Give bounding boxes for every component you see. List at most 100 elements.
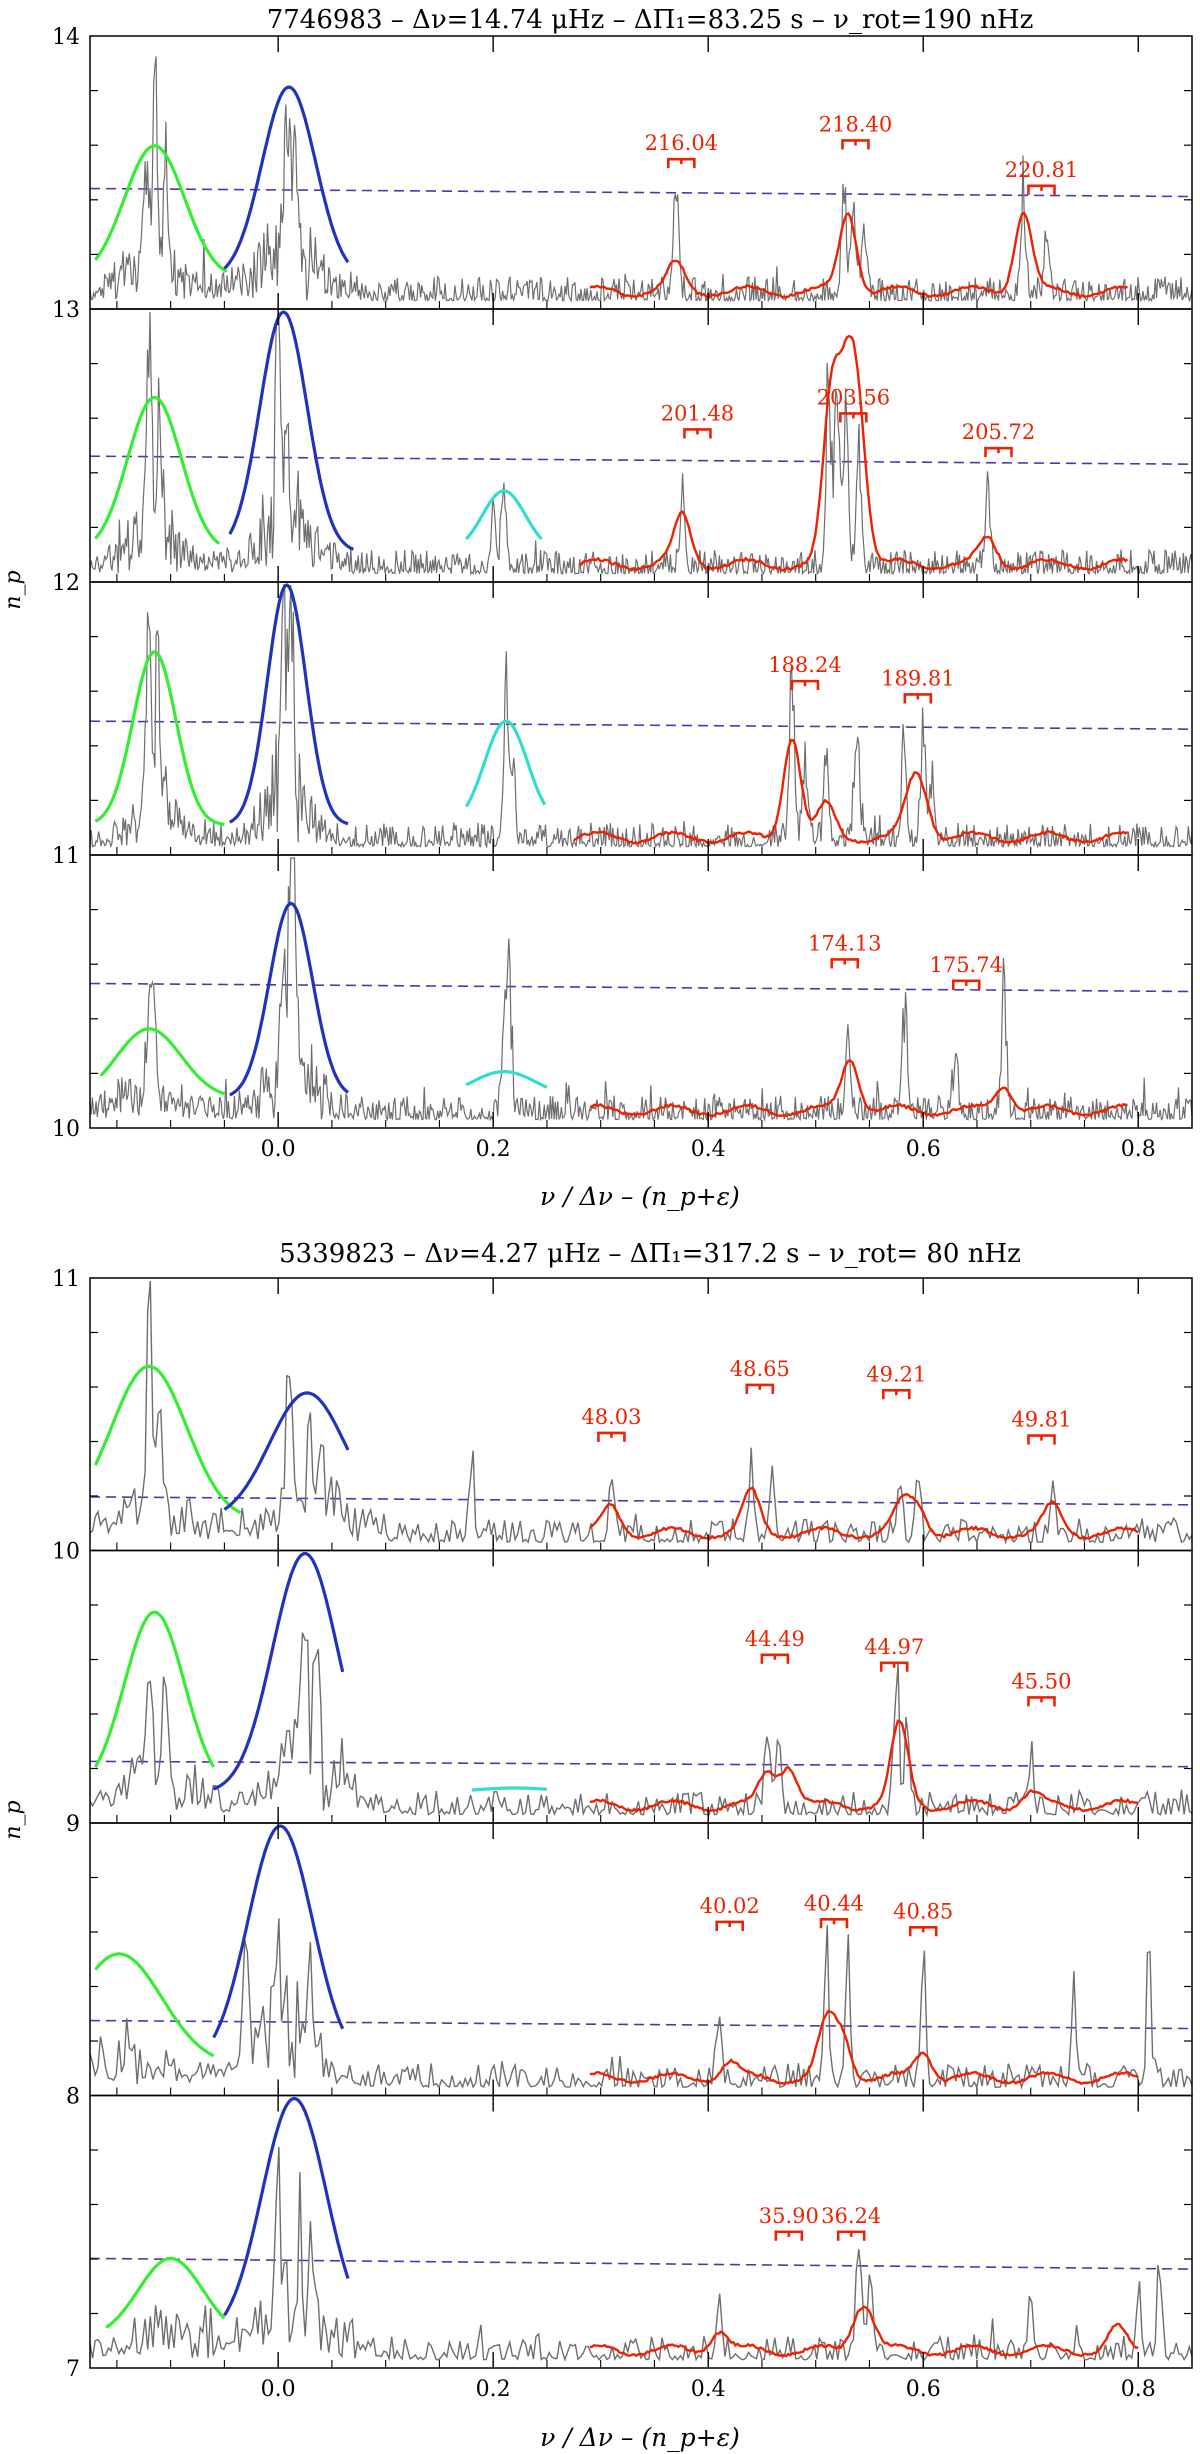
period-label: 188.24	[768, 653, 841, 677]
period-label: 48.65	[730, 1357, 790, 1381]
period-label: 40.02	[700, 1894, 760, 1918]
period-bracket	[790, 679, 820, 691]
period-label: 40.85	[893, 1899, 953, 1923]
threshold-line	[89, 720, 1193, 730]
l2-mode-fit	[94, 1952, 215, 2058]
strip-frame	[89, 581, 1193, 856]
l2-mode-fit	[94, 395, 221, 545]
period-bracket	[745, 1383, 775, 1394]
y-tick-label: 9	[66, 1812, 80, 1837]
l0-mode-fit	[228, 583, 349, 826]
l2-mode-fit	[99, 1027, 225, 1096]
strip-np-12: 201.48 203.56 205.72	[89, 308, 1193, 583]
period-label: 35.90	[759, 2204, 819, 2228]
l3-mode-fit	[465, 1070, 548, 1089]
period-bracket	[951, 979, 981, 990]
x-tick-label: 0.8	[1121, 1137, 1156, 1162]
chart-title: 5339823 – Δν=4.27 μHz – ΔΠ₁=317.2 s – ν_…	[279, 1239, 1021, 1269]
period-bracket	[1027, 1696, 1056, 1707]
x-tick-label: 0.4	[691, 2377, 726, 2402]
l1-smoothed-spectrum	[589, 1719, 1139, 1814]
l1-smoothed-spectrum	[589, 2009, 1139, 2086]
l0-mode-fit	[228, 310, 354, 551]
threshold-line	[89, 1760, 1193, 1768]
l2-mode-fit	[94, 650, 225, 826]
y-tick-label: 10	[52, 1540, 80, 1565]
period-label: 174.13	[808, 931, 881, 955]
strip-np-7: 35.90 36.24	[89, 2094, 1193, 2369]
l0-mode-fit	[229, 901, 350, 1097]
chart-title: 7746983 – Δν=14.74 μHz – ΔΠ₁=83.25 s – ν…	[267, 5, 1034, 35]
period-label: 44.49	[745, 1627, 805, 1651]
chart-5339823: 5339823 – Δν=4.27 μHz – ΔΠ₁=317.2 s – ν_…	[1, 1239, 1193, 2452]
period-label: 49.21	[866, 1362, 926, 1386]
strip-np-10: 174.13 175.74	[89, 854, 1193, 1129]
period-bracket	[839, 412, 868, 423]
y-tick-label: 12	[52, 571, 80, 596]
strip-frame	[89, 854, 1193, 1129]
threshold-line	[89, 2257, 1193, 2270]
period-bracket	[760, 1653, 790, 1664]
period-label: 189.81	[881, 666, 954, 690]
threshold-line	[89, 2019, 1193, 2030]
y-tick-label: 11	[52, 1267, 80, 1292]
power-spectrum	[89, 857, 1193, 1122]
period-bracket	[984, 446, 1013, 458]
y-tick-label: 11	[52, 844, 80, 869]
l1-smoothed-spectrum	[578, 334, 1129, 572]
x-tick-label: 0.6	[906, 1137, 941, 1162]
power-spectrum	[89, 56, 1193, 304]
period-bracket	[667, 157, 696, 169]
y-axis-label: n_p	[1, 1800, 26, 1839]
y-tick-label: 13	[52, 298, 80, 323]
x-tick-label: 0.8	[1121, 2377, 1156, 2402]
period-bracket	[879, 1661, 909, 1672]
period-label: 45.50	[1011, 1669, 1071, 1693]
x-tick-label: 0.4	[691, 1137, 726, 1162]
period-bracket	[1027, 1434, 1056, 1445]
period-bracket	[908, 1925, 938, 1937]
period-label: 49.81	[1011, 1408, 1071, 1432]
y-tick-label: 7	[66, 2357, 80, 2382]
power-spectrum	[89, 1280, 1193, 1545]
strip-np-8: 40.02 40.44 40.85	[89, 1822, 1193, 2097]
strip-np-13: 216.04 218.40 220.81	[89, 35, 1193, 310]
period-bracket	[715, 1920, 744, 1931]
strip-frame	[89, 2094, 1193, 2369]
threshold-line	[89, 1496, 1193, 1506]
l1-smoothed-spectrum	[573, 738, 1129, 845]
x-tick-label: 0.6	[906, 2377, 941, 2402]
power-spectrum	[89, 584, 1193, 849]
threshold-line	[89, 455, 1193, 465]
period-label: 175.74	[929, 953, 1002, 977]
l2-mode-fit	[93, 1364, 242, 1515]
l0-mode-fit	[223, 85, 350, 270]
strip-np-11: 188.24 189.81	[89, 581, 1193, 856]
period-label: 36.24	[821, 2204, 881, 2228]
period-bracket	[683, 428, 712, 439]
l2-mode-fit	[105, 2256, 226, 2329]
period-bracket	[597, 1431, 626, 1442]
period-bracket	[774, 2230, 804, 2241]
period-bracket	[830, 958, 860, 969]
period-label: 220.81	[1005, 158, 1078, 182]
l0-mode-fit	[212, 1552, 345, 1791]
l2-mode-fit	[93, 1610, 216, 1768]
strip-np-10: 48.03 48.65 49.21 49.81	[89, 1277, 1193, 1552]
x-tick-label: 0.2	[476, 2377, 511, 2402]
period-label: 44.97	[864, 1635, 924, 1659]
threshold-line	[89, 187, 1193, 198]
power-spectrum	[89, 1918, 1193, 2090]
y-tick-label: 8	[66, 2085, 80, 2110]
x-tick-label: 0.0	[261, 2377, 296, 2402]
l1-smoothed-spectrum	[589, 1486, 1139, 1541]
period-label: 48.03	[581, 1405, 641, 1429]
period-bracket	[841, 139, 870, 150]
l0-mode-fit	[223, 1391, 350, 1511]
period-bracket	[903, 693, 933, 704]
x-axis-label: ν / Δν – (n_p+ε)	[540, 1182, 740, 1211]
period-label: 203.56	[817, 385, 890, 409]
x-tick-label: 0.2	[476, 1137, 511, 1162]
period-bracket	[882, 1388, 911, 1400]
